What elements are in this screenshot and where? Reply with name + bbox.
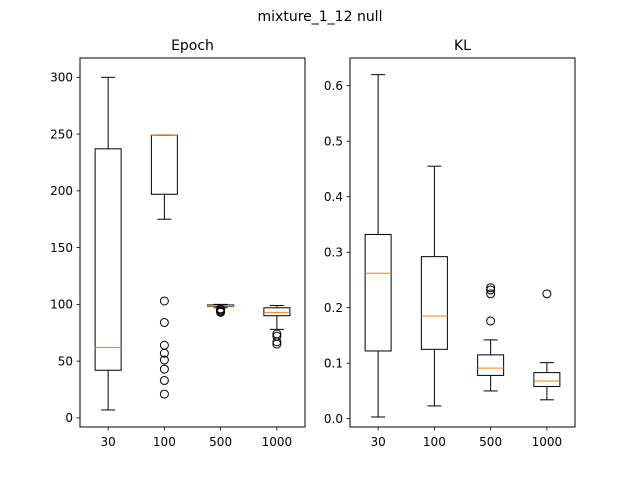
box-body: [263, 307, 291, 317]
y-tick-label: 0.6: [324, 79, 343, 93]
x-tick-label: 30: [370, 435, 385, 449]
outlier-point: [486, 316, 496, 326]
y-tick-label: 50: [58, 354, 73, 368]
y-tick-label: 0.1: [324, 356, 343, 370]
y-tick-label: 100: [50, 298, 73, 312]
outlier-point: [159, 364, 169, 374]
outlier-point: [272, 339, 282, 349]
outlier-point: [486, 285, 496, 295]
box-body: [420, 256, 448, 350]
kl-panel: KL 0.0 0.1 0.2 0.3 0.4 0.5 0.6 30 100 500 1000: [324, 38, 576, 449]
box-100: [150, 134, 178, 399]
outlier-point: [486, 289, 496, 299]
x-tick-label: 30: [100, 435, 115, 449]
outlier-point: [159, 375, 169, 385]
axes-frame: [349, 57, 576, 428]
outlier-point: [159, 296, 169, 306]
box-30: [364, 74, 392, 418]
x-tick-label: 1000: [262, 435, 293, 449]
outlier-point: [159, 318, 169, 328]
box-body: [364, 233, 392, 352]
y-tick-label: 0.0: [324, 412, 343, 426]
panel-title: Epoch: [171, 38, 214, 54]
y-tick-label: 250: [50, 127, 73, 141]
outlier-point: [159, 348, 169, 358]
outlier-point: [486, 283, 496, 293]
x-tick-label: 500: [479, 435, 502, 449]
y-tick-label: 0.2: [324, 301, 343, 315]
figure-suptitle: mixture_1_12 null: [258, 9, 383, 25]
outlier-point: [272, 337, 282, 347]
x-tick-label: 100: [423, 435, 446, 449]
axes-frame: [79, 57, 306, 428]
x-tick-label: 500: [209, 435, 232, 449]
box-30: [94, 76, 122, 411]
y-tick-label: 200: [50, 184, 73, 198]
outlier-point: [216, 307, 226, 317]
box-1000: [263, 305, 291, 349]
x-tick-label: 100: [153, 435, 176, 449]
y-tick-label: 0.5: [324, 135, 343, 149]
box-100: [420, 165, 448, 407]
y-tick-label: 0.3: [324, 246, 343, 260]
y-tick-label: 0.4: [324, 190, 343, 204]
box-body: [533, 372, 561, 387]
y-tick-label: 0: [65, 411, 73, 425]
outlier-point: [159, 389, 169, 399]
box-body: [94, 148, 122, 371]
outlier-point: [542, 289, 552, 299]
box-500: [477, 283, 505, 392]
outlier-point: [159, 355, 169, 365]
epoch-panel: Epoch 0 50 100 150 200 250 300 30 100 500 1000: [50, 38, 306, 449]
x-tick-label: 1000: [532, 435, 563, 449]
box-500: [207, 303, 235, 317]
panel-title: KL: [454, 38, 471, 54]
y-tick-label: 300: [50, 71, 73, 85]
box-body: [477, 354, 505, 376]
box-1000: [533, 289, 561, 401]
y-tick-label: 150: [50, 241, 73, 255]
